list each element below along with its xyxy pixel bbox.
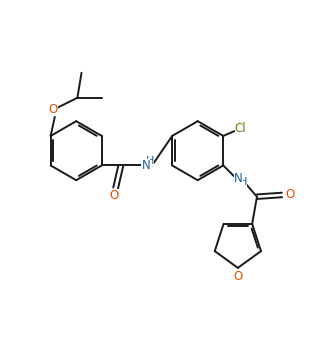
- Text: O: O: [285, 188, 294, 202]
- Text: N: N: [141, 159, 150, 172]
- Text: O: O: [233, 270, 243, 283]
- Text: O: O: [109, 189, 119, 202]
- Text: H: H: [146, 156, 154, 166]
- Text: N: N: [234, 172, 243, 185]
- Text: H: H: [239, 177, 247, 187]
- Text: O: O: [49, 103, 58, 117]
- Text: Cl: Cl: [235, 122, 246, 135]
